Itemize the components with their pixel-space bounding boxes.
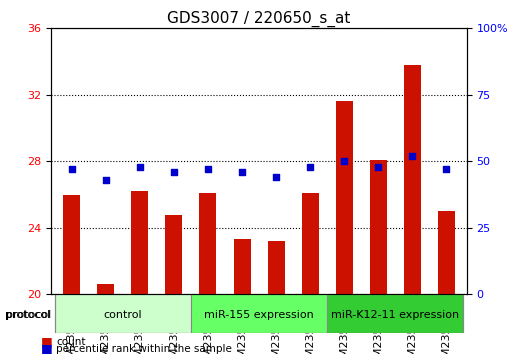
Bar: [302, 193, 319, 294]
Bar: [200, 193, 216, 294]
Bar: [191, 294, 327, 333]
Text: ■: ■: [41, 342, 53, 354]
Point: [374, 164, 382, 170]
Text: count: count: [56, 337, 86, 347]
Text: miR-K12-11 expression: miR-K12-11 expression: [331, 310, 459, 320]
Bar: [438, 211, 455, 294]
Point: [68, 166, 76, 172]
Bar: [131, 191, 148, 294]
Point: [272, 175, 280, 180]
Bar: [165, 215, 183, 294]
Title: GDS3007 / 220650_s_at: GDS3007 / 220650_s_at: [167, 11, 351, 27]
Bar: [268, 241, 285, 294]
Bar: [233, 239, 250, 294]
Point: [442, 166, 450, 172]
Point: [102, 177, 110, 183]
Point: [408, 153, 417, 159]
Bar: [370, 160, 387, 294]
Text: protocol: protocol: [5, 310, 50, 320]
Text: percentile rank within the sample: percentile rank within the sample: [56, 344, 232, 354]
Text: ■: ■: [41, 335, 53, 348]
Text: miR-155 expression: miR-155 expression: [204, 310, 314, 320]
Bar: [404, 65, 421, 294]
Point: [170, 169, 178, 175]
Point: [238, 169, 246, 175]
Point: [136, 164, 144, 170]
Bar: [336, 102, 353, 294]
Bar: [327, 294, 463, 333]
Point: [306, 164, 314, 170]
Text: protocol: protocol: [6, 310, 51, 320]
Bar: [55, 294, 191, 333]
Bar: [97, 284, 114, 294]
Text: control: control: [104, 310, 142, 320]
Point: [340, 159, 348, 164]
Point: [204, 166, 212, 172]
Bar: [63, 195, 80, 294]
